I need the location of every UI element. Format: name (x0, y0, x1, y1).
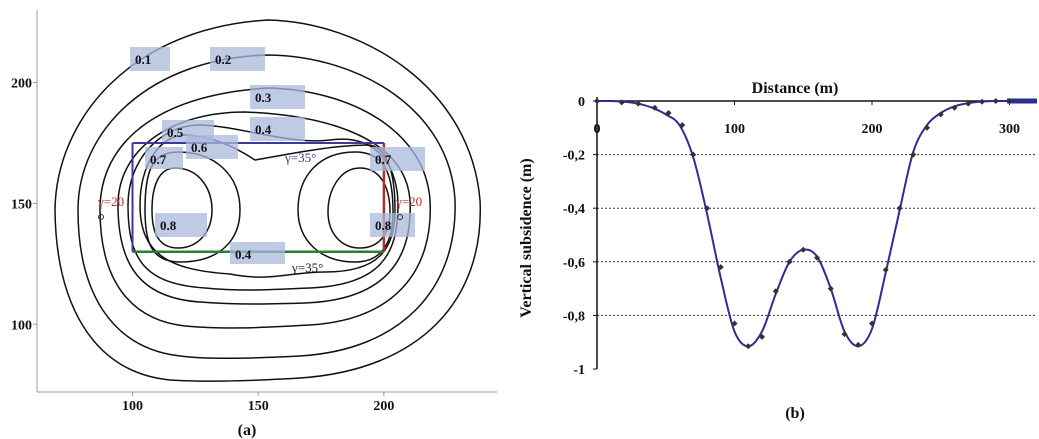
y-tick-label-4: -0,8 (563, 309, 585, 324)
contour-line-5 (139, 134, 396, 278)
marker-9 (731, 320, 738, 327)
contour-label-box-7 (370, 147, 425, 171)
y-tick-label-2: -0,4 (563, 202, 585, 217)
marker-23 (924, 124, 930, 131)
marker-21 (896, 205, 903, 212)
contour-panel: 100 150 200 100 150 200 0.1 0.2 0.3 0.4 0.5 0.6 0.7… (11, 10, 497, 439)
contour-label-box-1 (210, 47, 265, 71)
marker-29 (1006, 98, 1013, 104)
panel-label-a: (a) (238, 422, 257, 439)
contour-axes (33, 10, 497, 396)
marker-8 (717, 264, 724, 271)
contour-label-0: 0.1 (135, 52, 151, 67)
subsidence-markers (594, 98, 1013, 350)
marker-16 (827, 285, 834, 292)
subsidence-series-line (596, 99, 1037, 348)
y-tick-label-0: 100 (11, 318, 32, 333)
contour-label-box-6 (145, 147, 183, 169)
contour-label-box-10 (230, 242, 285, 264)
y-tick-label-0: 0 (578, 95, 585, 110)
x-tick-label-0: 100 (122, 399, 143, 414)
contour-line-1 (77, 54, 456, 360)
x-tick-label-2: 200 (373, 399, 394, 414)
contour-label-10: 0.4 (235, 247, 252, 262)
subsidence-grid (597, 154, 1037, 316)
marker-7 (704, 205, 710, 212)
marker-11 (759, 333, 765, 340)
marker-15 (814, 254, 820, 261)
contour-tick-labels: 100 150 200 100 150 200 (11, 77, 394, 414)
contour-label-8: 0.8 (160, 218, 177, 233)
survey-point-right (397, 214, 403, 220)
panel-label-b: (b) (785, 405, 805, 422)
contour-label-box-0 (130, 47, 170, 71)
contour-label-3: 0.4 (255, 122, 272, 137)
x-tick-label-2: 200 (862, 122, 883, 137)
gamma-annotation-2: γ=20 (97, 194, 124, 209)
y-tick-label-3: -0,6 (563, 256, 585, 271)
contour-line-9 (327, 167, 391, 249)
marker-28 (992, 98, 999, 104)
contour-label-box-5 (186, 135, 238, 159)
marker-3 (651, 104, 658, 111)
marker-22 (910, 151, 917, 158)
contour-label-1: 0.2 (215, 52, 231, 67)
contour-label-6: 0.7 (150, 152, 167, 167)
survey-point-left (98, 214, 104, 220)
y-tick-label-1: -0,2 (563, 149, 585, 164)
marker-24 (937, 111, 944, 118)
marker-26 (965, 100, 972, 107)
gamma-annotation-0: γ=35° (284, 150, 316, 165)
contour-level-labels: 0.1 0.2 0.3 0.4 0.5 0.6 0.7 0.7 0.8 0.8 0.4 γ=35° γ=… (97, 47, 425, 275)
contour-label-5: 0.6 (191, 140, 208, 155)
y-tick-label-2: 200 (11, 77, 32, 92)
x-tick-label-1: 150 (248, 399, 269, 414)
contour-line-6 (144, 151, 241, 263)
contour-label-9: 0.8 (375, 218, 392, 233)
y-tick-label-5: -1 (573, 363, 585, 378)
contour-label-box-9 (370, 213, 415, 237)
marker-27 (979, 98, 985, 105)
y-tick-label-1: 150 (11, 197, 32, 212)
marker-5 (679, 122, 686, 129)
x-tick-label-0: 0 (594, 122, 601, 137)
contour-line-7 (297, 151, 394, 263)
marker-4 (665, 110, 672, 117)
contour-line-4 (127, 124, 399, 291)
contour-label-7: 0.7 (375, 152, 392, 167)
marker-25 (951, 104, 958, 111)
contour-label-4: 0.5 (167, 125, 184, 140)
contour-line-0 (54, 19, 481, 382)
marker-2 (635, 100, 642, 107)
contour-label-box-8 (155, 213, 207, 237)
marker-10 (745, 343, 752, 350)
contour-line-8 (151, 167, 213, 249)
contour-label-2: 0.3 (255, 90, 272, 105)
marker-18 (855, 341, 862, 348)
contour-label-box-2 (250, 85, 305, 109)
contour-label-box-3 (250, 117, 305, 141)
x-tick-label-1: 100 (724, 122, 745, 137)
subsidence-axes (593, 97, 1037, 370)
x-tick-label-3: 300 (999, 122, 1020, 137)
marker-14 (800, 246, 807, 253)
marker-12 (772, 288, 779, 295)
marker-17 (841, 331, 848, 338)
subsidence-tick-labels: 0 100 200 300 0 -0,2 -0,4 -0,6 -0,8 -1 (563, 95, 1020, 378)
y-axis-title: Vertical subsidence (m) (518, 158, 535, 317)
marker-0 (594, 98, 600, 104)
gamma-annotation-1: γ=35° (291, 260, 323, 275)
subsidence-panel: 0 100 200 300 0 -0,2 -0,4 -0,6 -0,8 -1 Distance (… (518, 80, 1037, 422)
marker-19 (869, 320, 875, 327)
x-axis-title: Distance (m) (752, 80, 839, 97)
gamma-annotation-3: γ=20 (395, 194, 422, 209)
marker-20 (882, 266, 889, 273)
marker-1 (618, 99, 625, 106)
marker-6 (690, 151, 697, 158)
marker-13 (786, 258, 793, 265)
